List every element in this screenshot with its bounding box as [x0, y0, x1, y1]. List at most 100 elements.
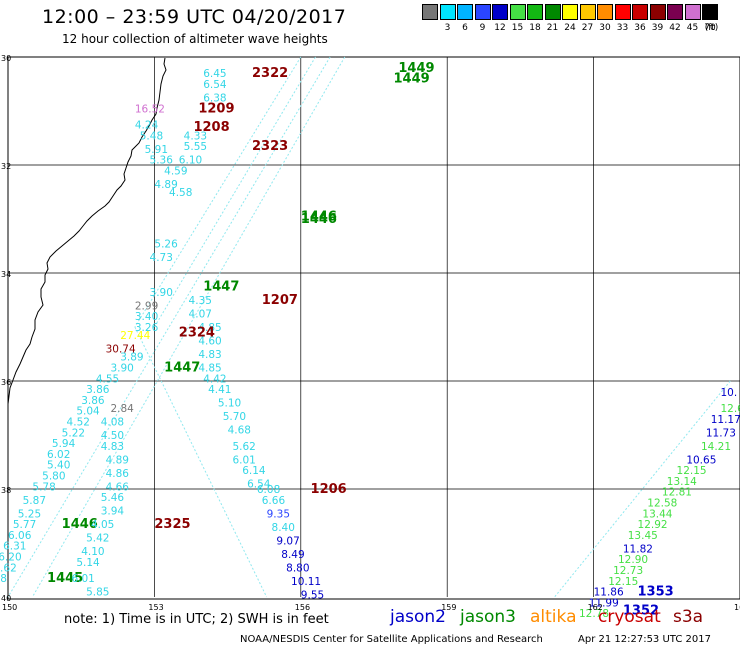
swh-value: 5.04	[76, 406, 100, 418]
altimeter-tracks	[7, 56, 731, 598]
swh-value: 3.90	[150, 287, 173, 299]
swh-value: 11.73	[706, 427, 736, 439]
swh-value: 4.86	[106, 468, 130, 480]
legend-label: 30	[599, 23, 611, 33]
sat-cryosat: cryosat	[598, 607, 661, 627]
pass-time-label: 1446	[62, 517, 98, 532]
swh-value: 4.10	[81, 546, 104, 558]
pass-time-label: 1446	[301, 209, 337, 224]
swh-value: 12.81	[662, 487, 692, 499]
legend-swatch	[597, 4, 613, 20]
legend-swatch	[632, 4, 648, 20]
map-frame	[7, 56, 740, 600]
swh-value: 4.68	[228, 425, 251, 437]
legend-swatch	[579, 4, 596, 20]
swh-value: 14.21	[701, 441, 731, 453]
legend-swatch	[614, 4, 631, 20]
swh-value: 5.87	[23, 495, 46, 507]
swh-value: 5.80	[42, 471, 65, 483]
swh-value: 4.85	[198, 322, 221, 334]
legend-label: 3	[444, 23, 451, 33]
swh-value: 6.54	[203, 79, 227, 91]
swh-value: 13.14	[667, 476, 697, 488]
legend-label: 70	[704, 23, 716, 33]
swh-value: 3.26	[135, 322, 159, 334]
lat-label: 38	[1, 486, 11, 495]
swh-value: 5.26	[154, 238, 178, 250]
swh-value: 5.22	[62, 427, 85, 439]
legend-label: 39	[651, 23, 664, 33]
swh-value: 12.58	[647, 498, 677, 510]
swh-value: 10.65	[686, 454, 716, 466]
legend-label: 9	[479, 23, 486, 33]
pass-time-label: 1449	[398, 61, 434, 76]
swh-value: 5.55	[184, 141, 207, 153]
track-line	[134, 56, 302, 328]
legend-label: 45	[686, 23, 699, 33]
swh-value: 12.73	[613, 565, 643, 577]
swh-value: 8.80	[286, 562, 309, 574]
swh-value: 16.52	[135, 103, 165, 115]
swh-value: 13.45	[628, 530, 658, 542]
legend-swatch	[474, 4, 491, 20]
swh-value: 11.86	[594, 587, 624, 599]
legend-swatch	[649, 4, 666, 20]
legend-label: 36	[634, 23, 646, 33]
swh-value: 5.25	[18, 508, 41, 520]
swh-value: 6.10	[179, 155, 202, 167]
pass-time-label: 1445	[47, 571, 83, 586]
pass-time-label: 1447	[164, 361, 200, 376]
swh-value: 6.66	[262, 495, 286, 507]
legend-swatch	[457, 4, 473, 20]
lat-label: 30	[1, 54, 11, 63]
swh-value: 5.40	[47, 460, 70, 472]
swh-value: 4.66	[106, 481, 130, 493]
lat-label: 32	[1, 162, 11, 171]
swh-value: 4.58	[169, 187, 192, 199]
swh-value: 4.60	[198, 336, 221, 348]
swh-value: 11.99	[589, 597, 619, 609]
swh-value: 10.11	[291, 576, 321, 588]
swh-value: 5.36	[150, 155, 174, 167]
sat-s3a: s3a	[673, 607, 704, 627]
swh-value: 27.44	[120, 330, 150, 342]
swh-value: 6.06	[8, 530, 32, 542]
pass-time-label: 1352	[623, 604, 659, 619]
swh-value: 4.85	[198, 363, 221, 375]
legend-swatch	[684, 4, 701, 20]
legend-label: 15	[511, 23, 524, 33]
legend-swatch	[702, 4, 718, 20]
swh-value: 2.84	[110, 403, 134, 415]
swh-value: 11.17	[711, 414, 740, 426]
legend-label: 42	[669, 23, 681, 33]
graticule	[8, 57, 740, 597]
swh-value: 6.31	[3, 541, 26, 553]
swh-value: 4.73	[150, 252, 173, 264]
swh-value: 5.77	[13, 519, 36, 531]
legend-label: 33	[616, 23, 629, 33]
swh-value: 4.89	[154, 179, 177, 191]
legend-label: 27	[581, 23, 594, 33]
swh-value: 6.38	[203, 93, 226, 105]
swh-value: 5.91	[145, 144, 168, 156]
swh-value: 6.01	[232, 454, 255, 466]
swh-value: 10.	[720, 387, 737, 399]
lon-label: 162	[588, 603, 603, 612]
pass-time-label: 1207	[262, 293, 298, 308]
swh-value: 6.20	[0, 552, 22, 564]
swh-value: 4.24	[135, 120, 159, 132]
legend-swatch	[544, 4, 561, 20]
legend-swatch	[439, 4, 456, 20]
swh-value: 12.15	[677, 465, 707, 477]
swh-value: 5.70	[223, 411, 246, 423]
swh-value: 12.6	[720, 403, 740, 415]
swh-value: 5.94	[52, 438, 76, 450]
swh-value: 6.54	[247, 479, 271, 491]
coastline	[7, 57, 167, 412]
swh-value: 12.78	[579, 608, 609, 620]
swh-value: 4.35	[189, 295, 212, 307]
swh-value: 6.38	[0, 573, 7, 585]
swh-value: 5.42	[86, 533, 109, 545]
track-line	[554, 380, 731, 598]
